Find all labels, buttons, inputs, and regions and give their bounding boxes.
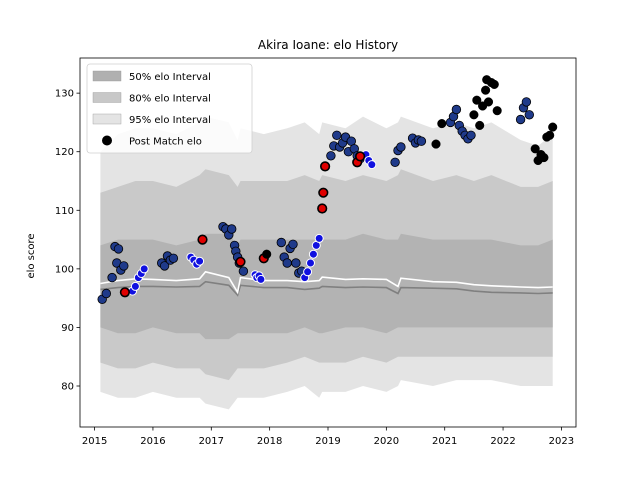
chart-title: Akira Ioane: elo History <box>258 38 398 52</box>
data-point <box>515 114 526 125</box>
legend: 50% elo Interval 80% elo Interval 95% elo … <box>86 63 253 154</box>
data-point <box>524 110 535 120</box>
axes: 2015 2016 2017 2018 2019 2020 2021 2022 2023 80 90… <box>55 57 577 447</box>
data-point <box>416 136 427 146</box>
data-point <box>396 142 406 152</box>
y-tick-label: 90 <box>61 323 74 334</box>
y-tick-label: 130 <box>55 89 74 100</box>
plot-area <box>97 75 558 410</box>
series-navy-points <box>97 97 535 305</box>
data-point <box>262 249 272 259</box>
data-point <box>320 161 331 172</box>
data-point <box>545 130 555 140</box>
data-point <box>492 106 502 116</box>
data-point <box>288 239 298 250</box>
data-point <box>168 253 179 263</box>
data-point <box>481 85 491 95</box>
data-point <box>235 256 246 267</box>
data-point <box>475 120 485 130</box>
data-point <box>195 256 205 266</box>
legend-label: 80% elo Interval <box>129 94 211 105</box>
data-point <box>256 274 266 284</box>
data-point <box>489 79 499 89</box>
data-point <box>539 153 549 163</box>
y-tick-label: 100 <box>55 264 74 275</box>
data-point <box>472 95 482 105</box>
legend-marker <box>102 135 112 146</box>
data-point <box>197 234 208 245</box>
data-point <box>308 249 318 259</box>
legend-box <box>86 63 253 154</box>
median-line <box>100 280 553 297</box>
legend-swatch <box>92 113 122 125</box>
data-point <box>282 258 292 268</box>
data-point <box>326 151 336 161</box>
data-point <box>291 258 301 268</box>
y-tick-label: 80 <box>61 382 74 393</box>
data-point <box>317 203 328 214</box>
x-tick-label: 2022 <box>490 436 515 447</box>
data-point <box>113 244 124 254</box>
legend-swatch <box>92 70 122 82</box>
data-point <box>355 151 366 162</box>
data-point <box>101 288 112 299</box>
data-point <box>276 237 287 248</box>
data-point <box>437 119 447 129</box>
data-point <box>431 139 441 149</box>
data-point <box>318 187 329 198</box>
data-point <box>367 160 377 170</box>
mean-line <box>100 270 553 295</box>
x-tick-label: 2023 <box>549 436 574 447</box>
data-point <box>314 233 324 243</box>
data-point <box>390 157 400 168</box>
y-axis-label: elo score <box>26 233 37 278</box>
legend-label: 95% elo Interval <box>129 115 211 126</box>
x-tick-label: 2021 <box>432 436 457 447</box>
data-point <box>107 272 117 283</box>
data-point <box>548 122 558 132</box>
data-point <box>483 97 494 107</box>
data-point <box>119 287 130 298</box>
x-tick-label: 2016 <box>140 436 165 447</box>
data-point <box>119 261 129 271</box>
data-point <box>332 130 342 141</box>
data-point <box>130 281 140 291</box>
data-point <box>238 266 249 276</box>
legend-label: Post Match elo <box>129 137 202 148</box>
data-point <box>159 261 170 271</box>
series-black-points <box>262 75 558 259</box>
data-point <box>521 97 532 107</box>
x-tick-label: 2020 <box>374 436 399 447</box>
y-tick-label: 110 <box>55 206 74 217</box>
data-point <box>530 144 540 154</box>
x-tick-label: 2017 <box>199 436 224 447</box>
data-point <box>466 130 476 141</box>
data-point <box>303 267 313 277</box>
x-tick-label: 2015 <box>82 436 107 447</box>
x-tick-label: 2019 <box>315 436 340 447</box>
data-point <box>451 104 462 115</box>
legend-swatch <box>92 92 122 103</box>
x-tick-label: 2018 <box>257 436 282 447</box>
data-point <box>469 110 479 120</box>
legend-label: 50% elo Interval <box>129 72 211 83</box>
data-point <box>306 258 315 268</box>
data-point <box>139 264 149 274</box>
series-red-points <box>119 151 366 298</box>
data-point <box>226 224 237 234</box>
y-tick-label: 120 <box>55 147 74 158</box>
series-blue-points <box>128 150 377 296</box>
